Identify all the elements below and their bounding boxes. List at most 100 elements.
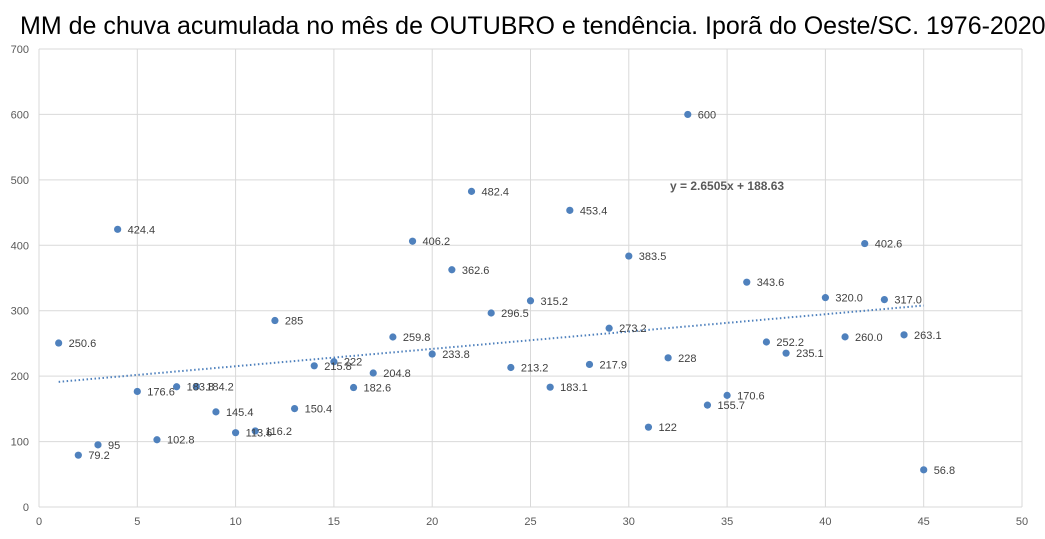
data-point <box>251 427 259 435</box>
data-point <box>920 466 928 474</box>
data-label: 320.0 <box>835 293 863 305</box>
data-label: 453.4 <box>580 205 608 217</box>
data-label: 176.6 <box>147 386 175 398</box>
data-point <box>114 225 122 233</box>
data-point <box>625 252 633 260</box>
data-label: 215.8 <box>324 361 352 373</box>
y-tick-label: 300 <box>11 306 29 318</box>
x-tick-label: 25 <box>524 516 536 528</box>
x-tick-label: 20 <box>426 516 438 528</box>
data-point <box>703 401 712 409</box>
data-label: 116.2 <box>265 426 292 438</box>
data-point <box>684 110 692 119</box>
data-point <box>880 295 888 304</box>
data-point <box>389 333 397 341</box>
data-label: 259.8 <box>403 332 431 344</box>
data-point <box>232 429 240 437</box>
data-label: 150.4 <box>305 404 333 416</box>
data-label: 183.8 <box>187 382 215 394</box>
data-point <box>487 309 495 317</box>
data-label: 252.2 <box>776 337 804 349</box>
trendline-layer: y = 2.6505x + 188.63 <box>58 179 924 383</box>
trendline-equation: y = 2.6505x + 188.63 <box>670 179 784 193</box>
x-tick-label: 15 <box>328 516 340 528</box>
data-point <box>290 404 299 413</box>
data-label: 482.4 <box>482 186 510 198</box>
data-point <box>507 363 515 372</box>
data-point <box>349 383 358 392</box>
x-tick-label: 45 <box>918 516 930 528</box>
x-tick-label: 40 <box>819 516 831 528</box>
data-point <box>212 408 220 416</box>
data-label: 406.2 <box>423 236 451 248</box>
data-point <box>585 360 594 369</box>
data-label: 315.2 <box>541 296 569 308</box>
data-label: 102.8 <box>167 435 195 447</box>
data-label: 145.4 <box>226 407 254 419</box>
data-label: 184.2 <box>206 381 234 393</box>
data-point <box>546 383 554 391</box>
data-point <box>133 387 141 396</box>
data-points <box>55 110 928 474</box>
data-point <box>841 333 849 341</box>
data-point <box>723 391 731 399</box>
data-point <box>271 316 279 325</box>
data-point <box>526 297 535 305</box>
data-point <box>605 324 613 332</box>
data-label: 170.6 <box>737 390 765 402</box>
data-label: 182.6 <box>364 383 392 395</box>
data-label: 235.1 <box>796 348 824 360</box>
data-point <box>762 338 771 346</box>
data-label: 79.2 <box>88 450 109 462</box>
data-point <box>467 187 476 195</box>
data-label: 285 <box>285 316 303 328</box>
data-point <box>369 369 377 377</box>
chart-title: MM de chuva acumulada no mês de OUTUBRO … <box>20 12 1045 40</box>
data-point <box>330 358 338 366</box>
y-tick-label: 400 <box>11 240 29 252</box>
data-point <box>310 362 318 370</box>
data-point <box>821 294 830 302</box>
x-tick-label: 35 <box>721 516 733 528</box>
y-tick-label: 600 <box>11 109 29 121</box>
data-label: 213.2 <box>521 363 549 375</box>
gridlines <box>38 48 1023 508</box>
data-point <box>782 349 790 357</box>
y-tick-label: 200 <box>11 371 29 383</box>
data-point <box>94 441 102 449</box>
x-tick-label: 50 <box>1016 516 1028 528</box>
data-label: 122 <box>658 422 676 434</box>
y-tick-label: 100 <box>11 437 29 449</box>
data-label: 263.1 <box>914 330 942 342</box>
data-point <box>55 339 63 347</box>
x-tick-label: 0 <box>36 516 42 528</box>
data-point <box>861 239 869 248</box>
data-point <box>448 266 456 274</box>
data-point <box>743 278 751 286</box>
data-label: 228 <box>678 353 696 365</box>
data-label: 424.4 <box>128 224 156 236</box>
y-tick-label: 0 <box>23 502 29 514</box>
data-label: 217.9 <box>599 359 627 371</box>
x-tick-label: 10 <box>229 516 241 528</box>
data-label: 383.5 <box>639 251 667 263</box>
data-label: 600 <box>698 109 716 121</box>
y-tick-label: 700 <box>11 44 29 56</box>
data-point <box>408 237 417 245</box>
data-point <box>192 382 200 391</box>
x-tick-label: 5 <box>134 516 140 528</box>
data-label: 317.0 <box>894 295 922 307</box>
data-point <box>428 350 436 358</box>
data-label: 260.0 <box>855 332 883 344</box>
data-label: 362.6 <box>462 265 490 277</box>
data-label: 273.2 <box>619 323 647 335</box>
axis-tick-labels: 0 5 10 15 20 25 30 35 40 45 5001002003004005006007… <box>11 44 1028 528</box>
x-tick-label: 30 <box>623 516 635 528</box>
data-label: 183.1 <box>560 382 588 394</box>
data-point <box>644 423 653 431</box>
data-label: 155.7 <box>717 400 745 412</box>
y-tick-label: 500 <box>11 175 29 187</box>
trendline <box>58 304 924 383</box>
